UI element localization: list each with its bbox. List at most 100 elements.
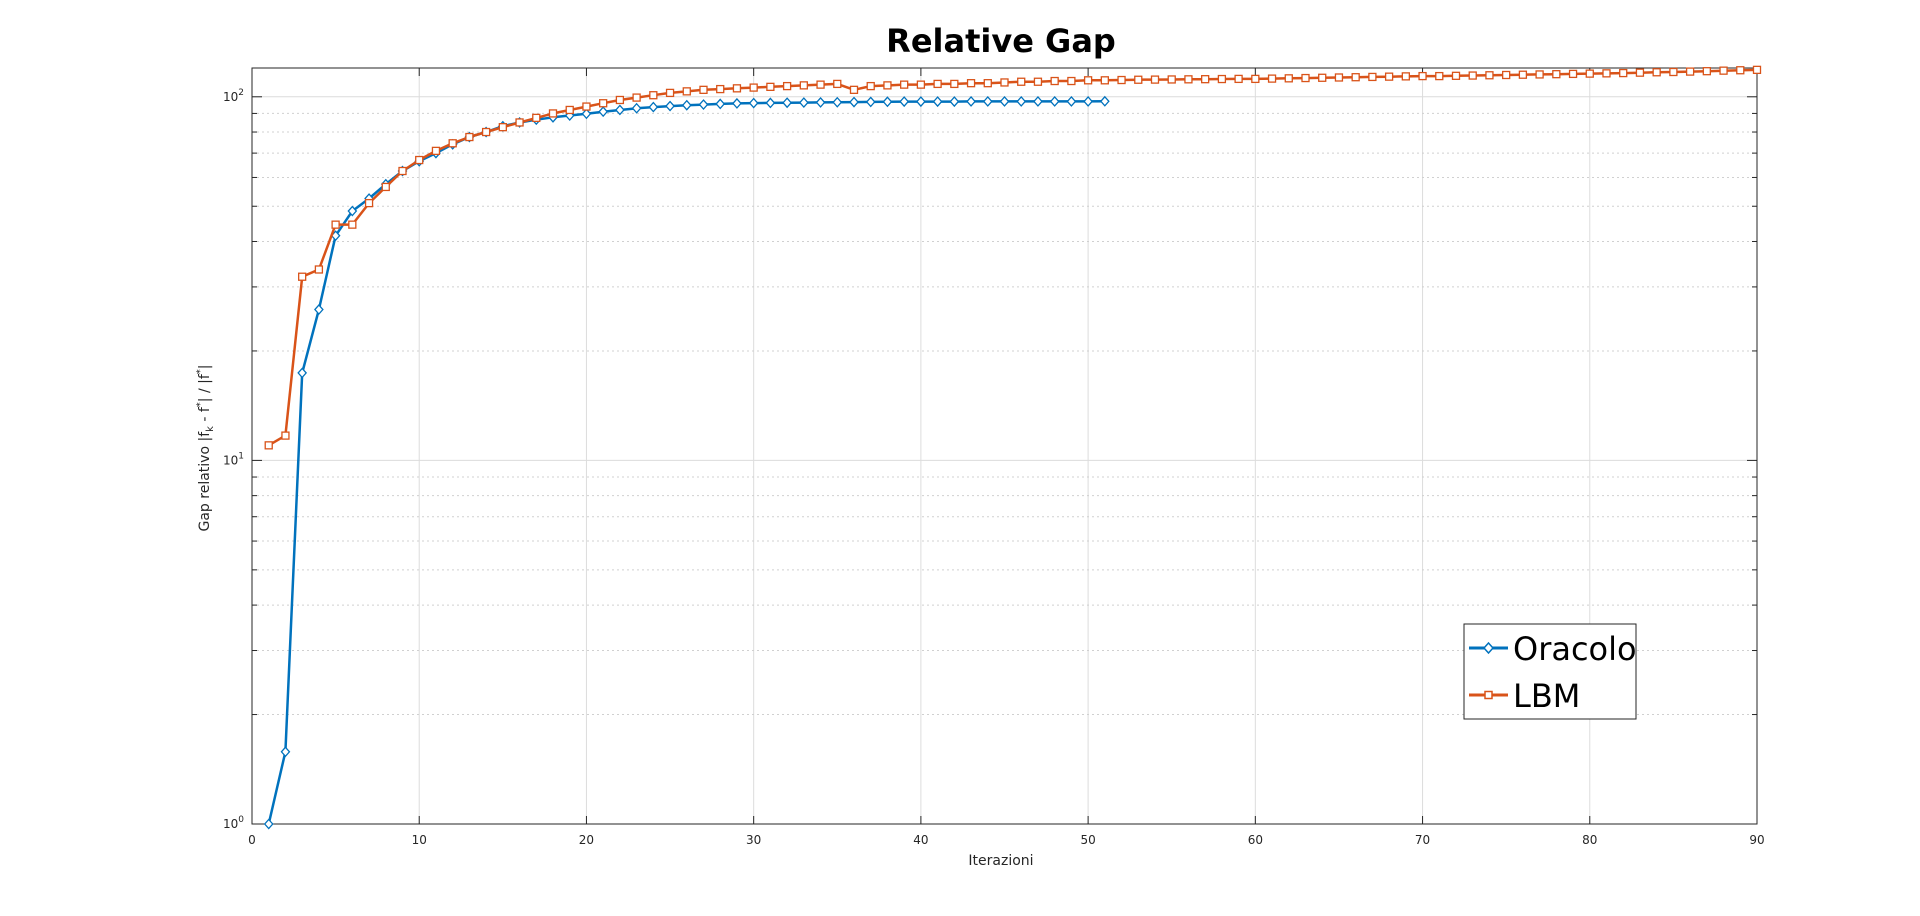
data-point-oracolo — [598, 106, 609, 118]
data-point-lbm — [515, 118, 524, 127]
data-point-lbm — [916, 80, 926, 89]
y-label-sup1: * — [195, 402, 206, 407]
data-point-lbm — [1234, 74, 1243, 84]
data-point-lbm — [782, 81, 792, 91]
y-tick-base: 10 — [223, 817, 238, 831]
data-point-lbm — [1602, 69, 1611, 78]
data-point-lbm — [1669, 67, 1678, 77]
data-point-oracolo — [615, 104, 625, 116]
data-point-oracolo — [916, 96, 926, 108]
y-tick-exponent: 0 — [238, 815, 244, 825]
x-tick-label: 90 — [1749, 833, 1764, 847]
data-point-lbm — [1435, 71, 1444, 81]
data-point-oracolo — [715, 98, 726, 110]
data-point-lbm — [1568, 69, 1578, 79]
chart-title: Relative Gap — [886, 22, 1116, 60]
y-tick-label: 100 — [223, 815, 244, 831]
data-point-lbm — [1033, 77, 1043, 86]
y-tick-base: 10 — [223, 453, 238, 467]
data-point-lbm — [1418, 71, 1427, 81]
data-point-lbm — [1468, 71, 1477, 80]
data-point-oracolo — [865, 96, 876, 108]
data-point-oracolo — [665, 100, 675, 112]
data-point-oracolo — [966, 95, 976, 107]
data-point-oracolo — [1049, 95, 1060, 107]
data-point-lbm — [1502, 70, 1511, 80]
x-tick-label: 30 — [746, 833, 761, 847]
x-tick-label: 70 — [1415, 833, 1430, 847]
data-point-lbm — [1301, 73, 1310, 83]
data-point-lbm — [682, 87, 691, 96]
x-axis-label: Iterazioni — [968, 853, 1033, 869]
data-point-lbm — [1702, 67, 1711, 76]
data-point-oracolo — [882, 96, 893, 108]
data-point-oracolo — [982, 95, 993, 107]
data-point-lbm — [849, 85, 859, 94]
data-point-oracolo — [832, 96, 843, 108]
y-tick-label: 101 — [223, 451, 244, 467]
data-point-lbm — [1201, 75, 1210, 84]
data-point-lbm — [1017, 77, 1026, 86]
legend-label-oracolo: Oracolo — [1513, 630, 1637, 668]
data-point-lbm — [1384, 72, 1394, 81]
data-point-lbm — [565, 105, 574, 115]
data-point-lbm — [1184, 75, 1193, 84]
data-point-oracolo — [899, 96, 910, 108]
data-point-lbm — [1552, 70, 1561, 79]
data-point-lbm — [1318, 73, 1327, 82]
data-point-lbm — [465, 132, 474, 142]
x-tick-label: 20 — [579, 833, 594, 847]
data-point-lbm — [1619, 68, 1628, 78]
data-point-lbm — [314, 265, 324, 274]
data-point-oracolo — [1033, 95, 1043, 107]
data-point-lbm — [1100, 76, 1109, 85]
data-point-lbm — [298, 272, 307, 281]
data-point-oracolo — [1099, 95, 1110, 107]
data-point-oracolo — [932, 96, 943, 108]
data-point-lbm — [1585, 69, 1594, 78]
data-point-lbm — [1150, 75, 1160, 84]
data-point-lbm — [649, 91, 658, 100]
data-point-lbm — [448, 139, 457, 148]
data-point-lbm — [766, 82, 775, 91]
data-point-lbm — [1284, 74, 1293, 83]
data-point-oracolo — [1016, 95, 1027, 107]
data-point-lbm — [749, 83, 758, 92]
data-point-lbm — [1000, 78, 1009, 87]
data-point-lbm — [381, 182, 390, 192]
data-point-lbm — [1167, 75, 1176, 84]
data-point-lbm — [866, 81, 875, 91]
plot-area-box — [251, 67, 1758, 825]
data-point-oracolo — [698, 99, 709, 111]
x-tick-label: 10 — [412, 833, 427, 847]
data-point-oracolo — [347, 205, 358, 217]
x-tick-label: 0 — [248, 833, 256, 847]
data-point-lbm — [548, 109, 558, 118]
y-tick-base: 10 — [223, 90, 238, 104]
data-point-oracolo — [782, 97, 792, 109]
data-point-lbm — [699, 85, 708, 94]
data-point-lbm — [632, 93, 641, 102]
grid-lines — [252, 68, 1757, 824]
y-label-mid2: | / |f — [197, 373, 213, 402]
data-point-lbm — [1736, 66, 1745, 75]
data-point-lbm — [264, 441, 273, 450]
data-point-oracolo — [280, 746, 291, 758]
x-tick-label: 50 — [1080, 833, 1095, 847]
data-point-lbm — [900, 80, 909, 89]
data-point-lbm — [966, 79, 976, 88]
legend-entry-oracolo: Oracolo — [1469, 630, 1637, 668]
data-point-oracolo — [949, 96, 960, 108]
data-point-lbm — [716, 84, 725, 94]
data-point-lbm — [983, 79, 992, 88]
data-point-lbm — [1050, 76, 1059, 86]
data-point-oracolo — [648, 101, 659, 113]
data-point-oracolo — [798, 97, 809, 109]
y-tick-label: 102 — [223, 88, 244, 104]
data-point-lbm — [364, 198, 374, 208]
series-lbm — [264, 65, 1762, 450]
legend-entry-lbm: LBM — [1469, 677, 1580, 715]
x-tick-label: 80 — [1582, 833, 1597, 847]
data-point-lbm — [532, 113, 541, 123]
